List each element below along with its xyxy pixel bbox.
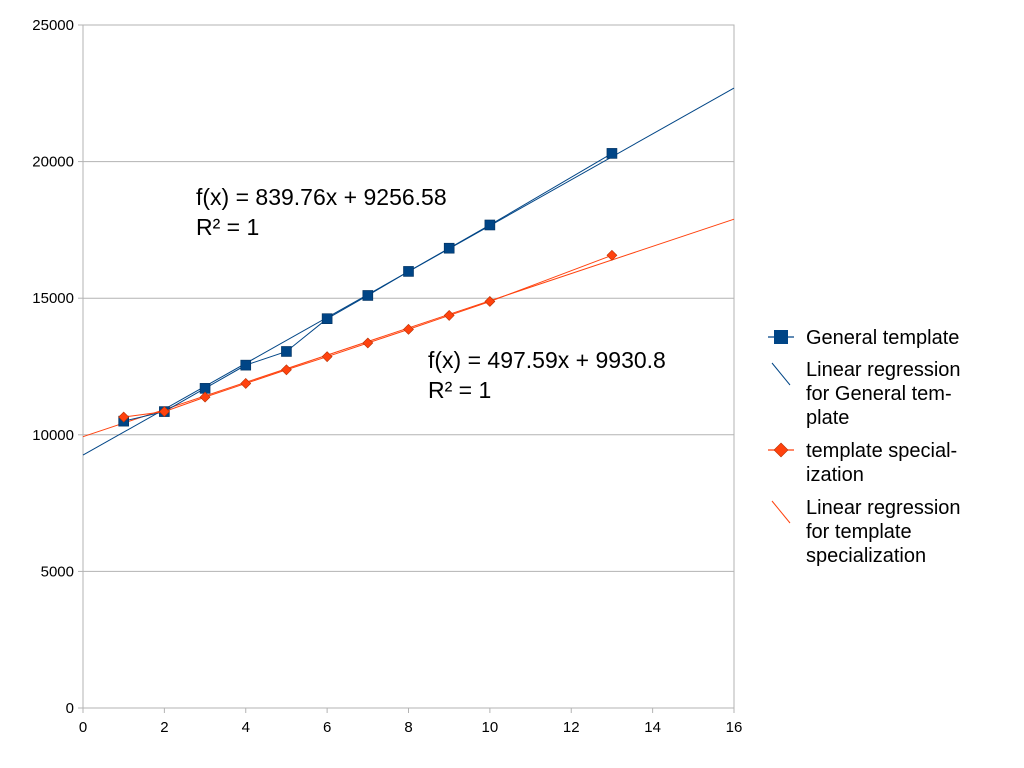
data-point: [484, 219, 496, 231]
x-tick-label: 10: [482, 719, 499, 736]
legend-label: ization: [806, 464, 864, 486]
data-point: [199, 391, 211, 403]
x-tick-label: 16: [726, 719, 743, 736]
data-point: [281, 346, 292, 357]
y-tick-label: 0: [66, 700, 74, 717]
legend-swatch-line: [771, 500, 791, 524]
legend-label: Linear regression: [806, 497, 961, 519]
r2-specialization: R² = 1: [428, 377, 491, 403]
plot-frame: [82, 24, 735, 709]
x-tick-label: 0: [79, 719, 87, 736]
data-point: [118, 411, 130, 423]
x-tick-label: 2: [160, 719, 168, 736]
x-tick-label: 6: [323, 719, 331, 736]
axes: 0 5000 10000 15000 20000 25000 0 2 4 6 8 10 12 14 16: [32, 17, 742, 736]
legend-label: Linear regression: [806, 359, 961, 381]
equations: f(x) = 839.76x + 9256.58 R² = 1 f(x) = 4…: [196, 184, 666, 403]
data-point: [362, 290, 374, 301]
y-tick-label: 15000: [32, 290, 74, 307]
data-point: [240, 359, 252, 371]
grid: [83, 24, 734, 572]
data-series: [118, 148, 618, 427]
data-point: [484, 296, 496, 307]
legend-label: General template: [806, 327, 959, 349]
data-point: [321, 313, 333, 324]
x-tick-label: 14: [644, 719, 661, 736]
legend-label: for General tem-: [806, 383, 952, 405]
legend-swatch-diamond: [773, 442, 789, 458]
data-point: [403, 266, 414, 277]
data-point: [281, 364, 292, 376]
y-tick-label: 20000: [32, 154, 74, 171]
data-point: [321, 351, 333, 363]
r2-general: R² = 1: [196, 214, 259, 240]
x-tick-label: 4: [242, 719, 250, 736]
x-tick-label: 12: [563, 719, 580, 736]
legend-label: specialization: [806, 545, 926, 567]
y-tick-label: 10000: [32, 427, 74, 444]
data-point: [443, 242, 455, 254]
data-point: [606, 148, 618, 159]
y-tick-label: 5000: [41, 563, 74, 580]
legend-swatch-line: [771, 362, 791, 386]
data-point: [443, 309, 455, 321]
legend-swatch-square: [774, 330, 788, 344]
equation-specialization: f(x) = 497.59x + 9930.8: [428, 347, 666, 373]
data-point: [240, 378, 252, 389]
x-tick-label: 8: [404, 719, 412, 736]
data-point: [158, 406, 170, 418]
data-point: [403, 323, 414, 335]
equation-general: f(x) = 839.76x + 9256.58: [196, 184, 447, 210]
data-point: [606, 249, 618, 261]
legend-label: plate: [806, 407, 849, 429]
y-tick-label: 25000: [32, 17, 74, 34]
legend-label: for template: [806, 521, 912, 543]
legend-label: template special-: [806, 440, 957, 462]
data-point: [362, 337, 374, 349]
